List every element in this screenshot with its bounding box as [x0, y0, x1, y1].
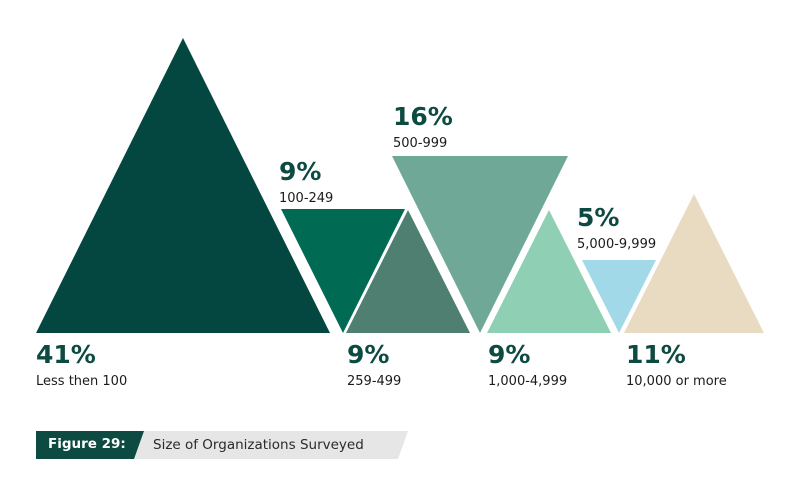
triangle-mark [36, 38, 330, 333]
value-label: 11% [626, 340, 686, 369]
triangle-chart: 41% Less then 100 9% 100-249 9% 259-499 16% 500… [36, 38, 764, 389]
value-label: 9% [347, 340, 389, 369]
category-label: Less then 100 [36, 374, 127, 389]
triangle-mark [624, 194, 764, 333]
figure-number: Figure 29: [48, 436, 126, 452]
caption-background [36, 431, 408, 459]
value-label: 5% [577, 203, 619, 232]
value-label: 9% [279, 157, 321, 186]
category-label: 5,000-9,999 [577, 237, 656, 252]
triangle-mark [346, 210, 470, 333]
category-label: 10,000 or more [626, 374, 727, 389]
triangle-mark [487, 210, 611, 333]
category-label: 100-249 [279, 191, 333, 206]
triangle-mark [281, 209, 405, 333]
figure-caption: Figure 29: Size of Organizations Surveye… [36, 431, 416, 459]
value-label: 9% [488, 340, 530, 369]
figure-title: Size of Organizations Surveyed [153, 437, 364, 453]
category-label: 259-499 [347, 374, 401, 389]
category-label: 500-999 [393, 136, 447, 151]
triangle-mark [582, 260, 656, 333]
triangle-mark [392, 156, 568, 333]
value-label: 16% [393, 102, 453, 131]
category-label: 1,000-4,999 [488, 374, 567, 389]
value-label: 41% [36, 340, 96, 369]
